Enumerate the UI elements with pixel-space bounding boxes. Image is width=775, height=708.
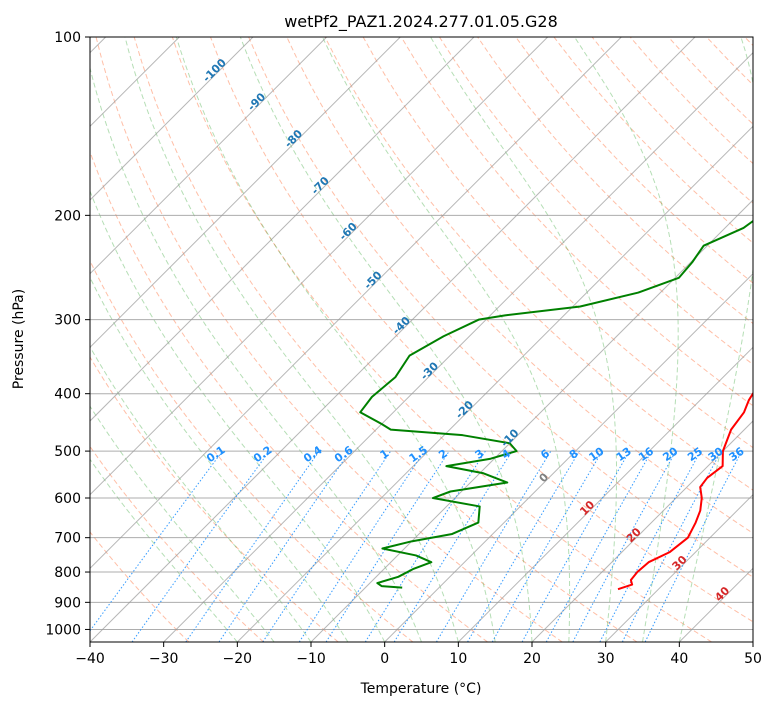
dry-adiabat-line: [400, 37, 753, 407]
moist-adiabat-line: [239, 37, 533, 642]
dry-adiabat-line: [133, 37, 638, 642]
moist-adiabats: [90, 37, 753, 642]
mixing-ratio-line: [545, 450, 653, 642]
isotherm-line: [90, 37, 549, 496]
x-tick-label: −20: [223, 651, 253, 667]
isotherm-line: [90, 37, 696, 642]
dry-adiabat-line: [248, 37, 753, 578]
mixing-ratio-line: [90, 450, 223, 632]
temperature-trace: [617, 391, 753, 591]
y-tick-label: 100: [54, 30, 81, 46]
y-axis-label: Pressure (hPa): [11, 289, 27, 389]
dry-adiabat-line: [90, 531, 190, 642]
moist-adiabat-line: [175, 37, 496, 642]
chart-title: wetPf2_PAZ1.2024.277.01.05.G28: [284, 12, 558, 32]
dry-adiabat-line: [90, 445, 264, 642]
dry-adiabats: [90, 37, 753, 642]
mixing-ratio-line: [218, 450, 351, 642]
y-tick-label: 1000: [45, 622, 81, 638]
y-tick-label: 200: [54, 208, 81, 224]
mixing-ratio-line: [364, 450, 486, 642]
mixing-ratio-line: [599, 450, 701, 642]
isotherm-line: [457, 346, 753, 642]
mixing-ratio-line: [325, 450, 450, 642]
dry-adiabat-line: [439, 37, 753, 366]
y-tick-label: 500: [54, 444, 81, 460]
dry-adiabat-line: [515, 37, 753, 284]
moist-adiabat-line: [90, 189, 386, 642]
mixing-ratio-line: [262, 450, 392, 642]
isotherm-line: [236, 125, 753, 642]
dry-adiabat-line: [171, 37, 712, 642]
isotherm-line: [90, 37, 254, 201]
isotherm-line: [90, 37, 622, 570]
y-tick-label: 400: [54, 387, 81, 403]
y-tick-label: 300: [54, 313, 81, 329]
mixing-ratio-line: [298, 450, 425, 642]
moist-adiabat-line: [678, 37, 753, 642]
y-tick-label: 600: [54, 491, 81, 507]
sounding-traces: [359, 219, 753, 591]
dry-adiabat-line: [210, 37, 753, 623]
isotherm-line: [163, 51, 753, 642]
dry-adiabat-line: [90, 356, 339, 642]
x-tick-label: 40: [670, 651, 688, 667]
mixing-ratio-line: [131, 450, 270, 642]
moist-adiabat-line: [90, 276, 349, 642]
pressure-gridlines: [90, 37, 753, 630]
y-tick-label: 900: [54, 595, 81, 611]
dry-adiabat-line: [324, 37, 753, 491]
dry-adiabat-line: [90, 150, 488, 642]
dewpoint-trace: [359, 219, 753, 589]
moist-adiabat-line: [574, 37, 679, 642]
plot-frame: [89, 36, 754, 643]
x-tick-label: −10: [296, 651, 326, 667]
moist-adiabat-line: [124, 37, 459, 642]
isotherm-line: [90, 37, 475, 422]
mixing-ratio-line: [572, 450, 677, 642]
moist-adiabat-line: [90, 458, 238, 642]
isotherm-line: [90, 37, 401, 349]
x-tick-label: 10: [449, 651, 467, 667]
mixing-ratio-line: [644, 450, 743, 642]
plot-area: 0.1 0.2 0.4 0.6 1 1.5 2 3 4 6 8 10 13 16 20 25 30 36-100-…: [90, 37, 753, 642]
mixing-ratio-line: [393, 450, 513, 642]
moist-adiabat-line: [90, 405, 275, 642]
y-tick-label: 700: [54, 531, 81, 547]
mixing-ratio-lines: [90, 450, 743, 642]
mixing-ratio-line: [521, 450, 630, 642]
dry-adiabat-line: [95, 37, 563, 642]
mixing-ratio-line: [185, 450, 320, 642]
moist-adiabat-line: [322, 37, 571, 642]
isotherm-line: [531, 420, 753, 642]
x-tick-label: −40: [75, 651, 105, 667]
x-axis-label: Temperature (°C): [360, 681, 482, 697]
x-tick-label: −30: [149, 651, 179, 667]
y-tick-label: 800: [54, 565, 81, 581]
mixing-ratio-line: [435, 450, 552, 642]
x-tick-label: 20: [523, 651, 541, 667]
x-tick-label: 30: [597, 651, 615, 667]
moist-adiabat-line: [430, 37, 618, 642]
isotherm-line: [90, 37, 328, 275]
y-axis-ticks: 100 200 300 400 500 600 700 800 900 1000: [45, 30, 90, 638]
moist-adiabat-line: [90, 66, 422, 642]
x-tick-label: 50: [744, 651, 762, 667]
x-axis-ticks: −40 −30 −20 −10 0 10 20 30 40 50: [75, 642, 762, 667]
x-tick-label: 0: [380, 651, 389, 667]
mixing-ratio-line: [621, 450, 722, 642]
isotherm-line: [384, 272, 753, 642]
isotherm-line: [605, 493, 753, 642]
